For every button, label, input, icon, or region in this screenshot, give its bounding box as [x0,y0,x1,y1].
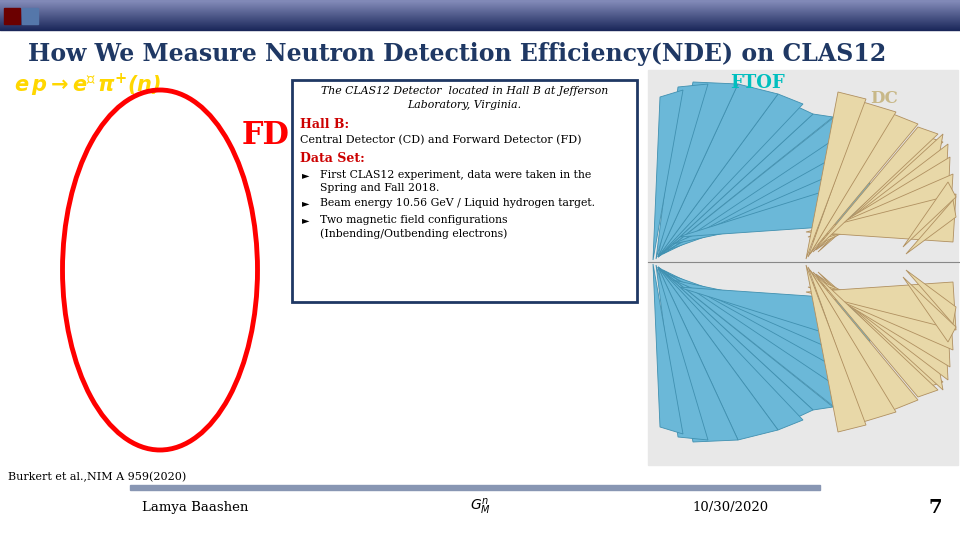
Text: The CLAS12 Detector  located in Hall B at Jefferson: The CLAS12 Detector located in Hall B at… [321,86,608,96]
Polygon shape [818,272,943,387]
Text: 7: 7 [928,499,942,517]
Polygon shape [816,274,943,390]
Text: ►: ► [302,215,309,225]
Text: $G_M^n$: $G_M^n$ [469,497,491,517]
Text: ►: ► [302,170,309,180]
Polygon shape [673,160,866,244]
Polygon shape [673,280,866,364]
Polygon shape [663,130,848,254]
Polygon shape [658,267,838,410]
Polygon shape [808,267,896,422]
Polygon shape [806,282,956,330]
Polygon shape [813,127,938,252]
Polygon shape [806,194,956,242]
Polygon shape [808,287,953,350]
Polygon shape [678,177,870,237]
Text: How We Measure Neutron Detection Efficiency(NDE) on CLAS12: How We Measure Neutron Detection Efficie… [28,42,886,66]
Polygon shape [810,157,950,242]
Text: (Inbending/Outbending electrons): (Inbending/Outbending electrons) [320,228,508,239]
Text: FTOF: FTOF [730,74,784,92]
Polygon shape [903,182,956,247]
Polygon shape [668,274,858,380]
Polygon shape [813,277,948,380]
Text: $\bfit{e}\,\bfit{p} \rightarrow \bfit{e}^{\prime}\,\bfit{\pi}^{+}(\bfit{n})$: $\bfit{e}\,\bfit{p} \rightarrow \bfit{e}… [14,72,161,99]
Polygon shape [653,264,683,434]
Bar [22,8,38,24]
Text: FD: FD [242,120,290,151]
Text: Burkert et al.,NIM A 959(2020): Burkert et al.,NIM A 959(2020) [8,472,186,482]
Polygon shape [668,144,858,250]
Bar [0,40,650,485]
Polygon shape [816,134,943,250]
Polygon shape [810,270,918,410]
Polygon shape [658,267,813,417]
Polygon shape [658,94,803,257]
Polygon shape [658,114,833,257]
Polygon shape [678,287,870,347]
Polygon shape [808,102,896,257]
Bar [648,70,958,465]
Polygon shape [658,114,838,257]
Polygon shape [906,270,956,324]
Text: First CLAS12 experiment, data were taken in the: First CLAS12 experiment, data were taken… [320,170,591,180]
Text: Laboratory, Virginia.: Laboratory, Virginia. [407,100,521,110]
Polygon shape [806,265,866,432]
Polygon shape [656,265,708,440]
Polygon shape [663,270,848,394]
Polygon shape [813,144,948,247]
Polygon shape [658,267,738,442]
Polygon shape [903,277,956,342]
Polygon shape [658,82,738,257]
Polygon shape [813,272,938,397]
Polygon shape [658,267,778,440]
Polygon shape [906,200,956,254]
Text: DC: DC [870,90,898,107]
Polygon shape [658,84,778,257]
Polygon shape [658,107,813,257]
FancyBboxPatch shape [292,80,637,302]
Polygon shape [818,137,943,252]
Polygon shape [656,84,708,259]
Text: Hall B:: Hall B: [300,118,349,131]
Polygon shape [810,114,918,254]
Text: Data Set:: Data Set: [300,152,365,165]
Polygon shape [808,174,953,237]
Text: ►: ► [302,198,309,208]
Text: Spring and Fall 2018.: Spring and Fall 2018. [320,183,440,193]
Text: Beam energy 10.56 GeV / Liquid hydrogen target.: Beam energy 10.56 GeV / Liquid hydrogen … [320,198,595,208]
Polygon shape [806,92,866,259]
Bar [4,8,20,24]
Text: Two magnetic field configurations: Two magnetic field configurations [320,215,508,225]
Text: 10/30/2020: 10/30/2020 [692,502,768,515]
Text: Lamya Baashen: Lamya Baashen [142,502,249,515]
Polygon shape [653,90,683,260]
Polygon shape [658,267,803,430]
Polygon shape [810,282,950,367]
Bar [130,485,820,490]
Text: Central Detector (CD) and Forward Detector (FD): Central Detector (CD) and Forward Detect… [300,135,582,145]
Polygon shape [658,267,833,410]
